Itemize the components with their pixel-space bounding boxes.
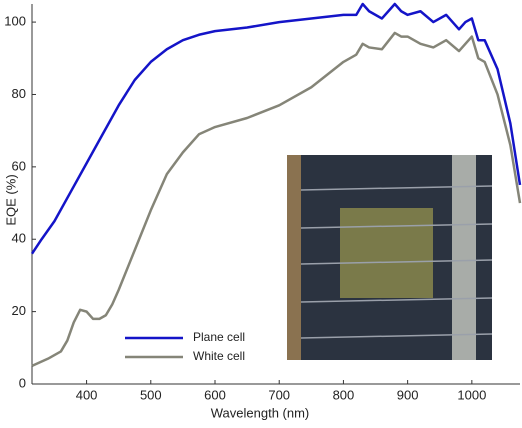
y-tick-label: 100 <box>4 14 26 29</box>
x-tick-label: 900 <box>397 387 419 402</box>
finger <box>300 259 493 265</box>
finger <box>300 333 493 339</box>
photo-strip <box>452 155 476 360</box>
finger <box>300 297 493 303</box>
photo-edge <box>287 155 301 360</box>
y-tick-label: 20 <box>12 303 26 318</box>
x-tick-label: 700 <box>268 387 290 402</box>
x-axis-label: Wavelength (nm) <box>211 405 310 420</box>
photo-fingers <box>300 185 493 339</box>
y-axis-label: EQE (%) <box>3 174 18 225</box>
y-tick-label: 60 <box>12 158 26 173</box>
legend-label: White cell <box>193 349 245 363</box>
inset-photo <box>287 155 493 360</box>
finger <box>300 223 493 229</box>
series-line <box>31 31 522 368</box>
series-line <box>30 2 522 255</box>
finger <box>300 185 493 191</box>
y-tick-label: 40 <box>12 231 26 246</box>
x-tick-label: 800 <box>333 387 355 402</box>
x-tick-label: 1000 <box>457 387 486 402</box>
y-tick-label: 0 <box>19 375 26 390</box>
y-tick-label: 80 <box>12 86 26 101</box>
x-tick-label: 500 <box>140 387 162 402</box>
x-tick-label: 400 <box>76 387 98 402</box>
x-tick-label: 600 <box>204 387 226 402</box>
legend-label: Plane cell <box>193 330 245 344</box>
photo-cell <box>340 208 433 298</box>
